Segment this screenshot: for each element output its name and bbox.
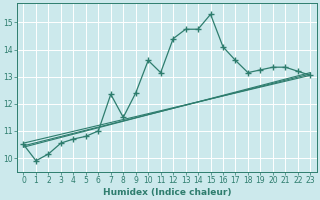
X-axis label: Humidex (Indice chaleur): Humidex (Indice chaleur)	[103, 188, 231, 197]
